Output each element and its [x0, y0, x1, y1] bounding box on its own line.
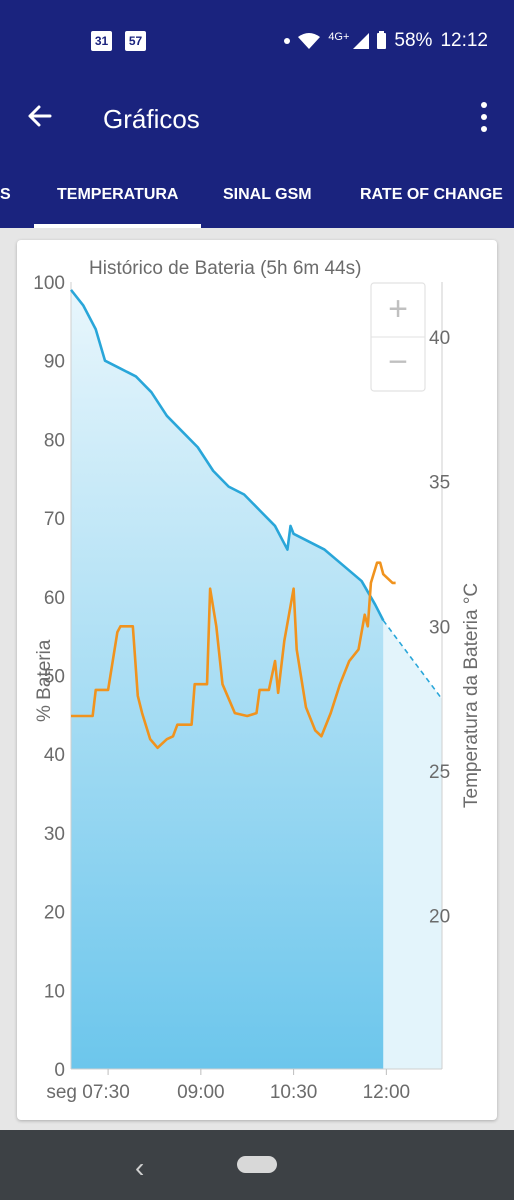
arrow-left-icon[interactable] [22, 96, 62, 136]
nav-home-icon[interactable] [237, 1156, 277, 1173]
tab-temperatura[interactable]: TEMPERATURA [57, 186, 179, 203]
app-bar: Gráficos [0, 80, 514, 170]
zoom-out-button[interactable]: − [388, 343, 408, 381]
tab-bar: S TEMPERATURA SINAL GSM RATE OF CHANGE [0, 170, 514, 228]
battery-line [69, 289, 385, 622]
y-tick-label: 30 [44, 824, 65, 845]
dot-icon [284, 38, 291, 44]
y2-tick-label: 25 [429, 762, 450, 783]
battery-icon [377, 31, 387, 49]
x-tick-label: 09:00 [177, 1082, 225, 1103]
battery-area [71, 289, 384, 1069]
notification-icon: 57 [125, 31, 146, 51]
y-tick-label: 50 [44, 667, 65, 688]
y-axis-label: % Bateria [34, 639, 55, 722]
tab-previous[interactable]: S [0, 186, 11, 203]
y-tick-label: 80 [44, 430, 65, 451]
y-tick-label: 100 [33, 273, 65, 294]
battery-projection-line [382, 619, 443, 700]
y-tick-label: 0 [54, 1060, 65, 1081]
calendar-icon: 31 [91, 31, 112, 51]
battery-history-chart[interactable]: 0 10 20 30 40 50 60 70 80 90 100 20 25 30 35 40 seg 07:3… [0, 0, 514, 1130]
wifi-icon [298, 33, 321, 49]
tab-rate-of-change[interactable]: RATE OF CHANGE [360, 186, 503, 203]
y2-axis-label: Temperatura da Bateria °C [461, 583, 482, 808]
zoom-in-button[interactable]: + [388, 290, 408, 328]
y2-tick-label: 40 [429, 328, 450, 349]
y-tick-label: 70 [44, 509, 65, 530]
zoom-controls: + − [370, 282, 426, 392]
x-tick-label: 12:00 [363, 1082, 411, 1103]
status-bar: 31 57 4G+ 58% 12:12 [0, 0, 514, 80]
page-title: Gráficos [103, 104, 200, 134]
battery-percent: 58% [394, 30, 433, 51]
signal-icon [353, 33, 370, 49]
y2-tick-label: 35 [429, 473, 450, 494]
y-tick-label: 10 [44, 981, 65, 1002]
tab-sinal-gsm[interactable]: SINAL GSM [223, 186, 312, 203]
y-tick-label: 20 [44, 903, 65, 924]
more-vert-icon[interactable] [472, 102, 496, 132]
network-type: 4G+ [328, 31, 350, 43]
x-tick-label: seg 07:30 [46, 1082, 129, 1103]
y2-tick-label: 30 [429, 617, 450, 638]
projection-area [383, 620, 442, 1069]
y2-tick-label: 20 [429, 907, 450, 928]
y-tick-label: 90 [44, 352, 65, 373]
y-tick-label: 40 [44, 745, 65, 766]
x-tick-label: 10:30 [270, 1082, 318, 1103]
clock: 12:12 [440, 30, 488, 51]
chart-title: Histórico de Bateria (5h 6m 44s) [89, 258, 361, 279]
system-nav-bar: ‹ [0, 1130, 514, 1200]
tab-indicator [34, 224, 201, 228]
nav-back-icon[interactable]: ‹ [135, 1152, 145, 1183]
y-tick-label: 60 [44, 588, 65, 609]
temperature-line [71, 561, 396, 750]
